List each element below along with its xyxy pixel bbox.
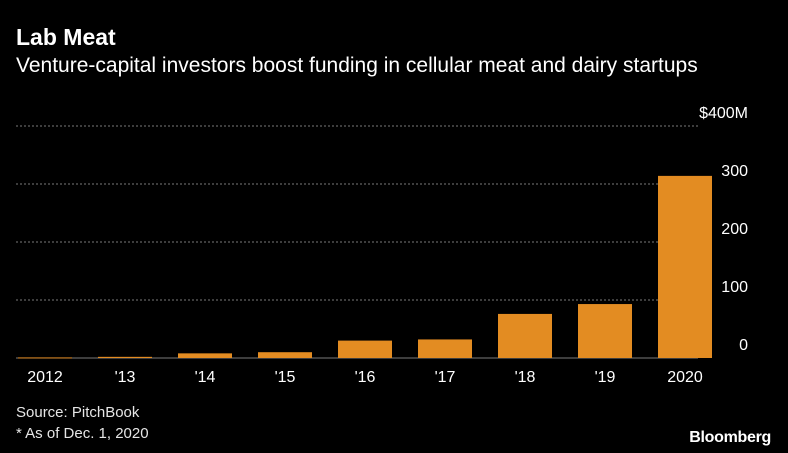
- y-tick-label: 100: [721, 279, 748, 296]
- y-tick-label: 0: [739, 337, 748, 354]
- x-tick-label: 2012: [27, 369, 63, 386]
- bar: [578, 304, 632, 358]
- y-tick-label: 300: [721, 163, 748, 180]
- bars: [18, 175, 712, 359]
- bar: [418, 339, 472, 358]
- bar: [98, 356, 152, 358]
- chart-title: Lab Meat: [16, 24, 116, 50]
- bar: [658, 175, 712, 358]
- x-tick-label: '18: [515, 369, 536, 386]
- bloomberg-logo: Bloomberg: [689, 429, 771, 446]
- x-tick-label: '19: [595, 369, 616, 386]
- bar: [18, 357, 72, 359]
- y-tick-label: $400M: [699, 105, 748, 122]
- bar: [178, 353, 232, 358]
- y-axis-tick-labels: 0 100 200 300 $400M: [699, 105, 748, 354]
- footnote: * As of Dec. 1, 2020: [16, 425, 149, 442]
- chart-subtitle: Venture-capital investors boost funding …: [16, 54, 698, 77]
- y-tick-label: 200: [721, 221, 748, 238]
- source-note: Source: PitchBook: [16, 404, 140, 421]
- x-tick-label: '15: [275, 369, 296, 386]
- x-tick-label: '16: [355, 369, 376, 386]
- x-tick-label: 2020: [667, 369, 703, 386]
- x-tick-label: '14: [195, 369, 216, 386]
- x-axis-tick-labels: 2012 '13 '14 '15 '16 '17 '18 '19 2020: [27, 369, 703, 386]
- bar: [338, 340, 392, 358]
- bar: [258, 352, 312, 358]
- x-tick-label: '13: [115, 369, 136, 386]
- x-tick-label: '17: [435, 369, 456, 386]
- bar: [498, 313, 552, 358]
